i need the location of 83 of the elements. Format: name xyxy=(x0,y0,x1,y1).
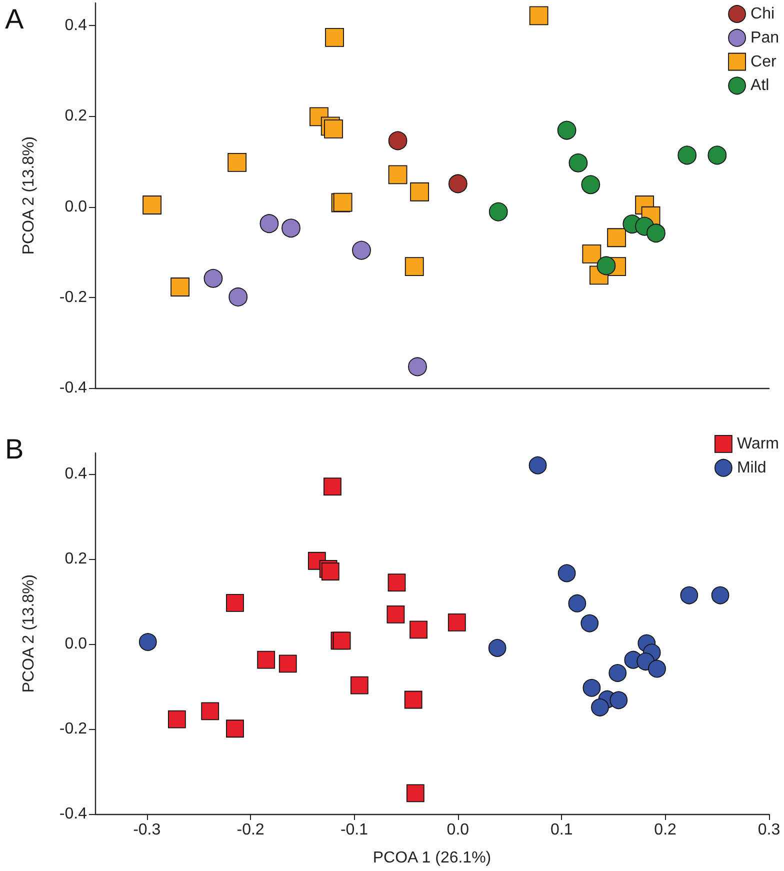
legend-label: Chi xyxy=(750,5,775,22)
point xyxy=(257,650,276,669)
point xyxy=(581,175,600,194)
x-tick-label: 0.2 xyxy=(654,822,677,838)
point xyxy=(350,676,368,694)
x-tick-label: -0.2 xyxy=(236,822,264,838)
point xyxy=(610,691,628,710)
point xyxy=(596,256,616,276)
x-tick-label: 0.3 xyxy=(758,822,780,838)
point xyxy=(410,620,428,639)
x-tick-label: 0.0 xyxy=(446,822,470,838)
point xyxy=(282,218,300,238)
point xyxy=(321,562,340,580)
point xyxy=(324,119,343,138)
point xyxy=(568,594,586,612)
y-tick-label: 0.4 xyxy=(64,17,88,34)
legend-label: Atl xyxy=(750,77,770,94)
point xyxy=(410,182,430,202)
chart-title: A xyxy=(5,4,24,34)
point xyxy=(404,690,422,709)
point xyxy=(448,174,468,194)
x-tick-label: 0.1 xyxy=(550,822,573,838)
point xyxy=(607,228,626,248)
point xyxy=(138,633,157,651)
point xyxy=(228,152,247,172)
point xyxy=(278,654,297,673)
y-tick-label: 0.0 xyxy=(64,636,88,653)
point xyxy=(388,574,406,592)
point xyxy=(352,240,371,260)
point xyxy=(201,702,220,720)
point xyxy=(708,146,727,165)
chart-title: B xyxy=(5,434,24,464)
legend-label: Pan xyxy=(750,29,779,46)
point xyxy=(142,196,162,214)
legend-label: Warm xyxy=(736,435,779,452)
point xyxy=(582,244,602,264)
point xyxy=(404,257,424,276)
point xyxy=(170,278,190,296)
y-tick-label: 0.4 xyxy=(64,466,88,483)
point xyxy=(488,202,508,222)
point xyxy=(408,357,427,376)
point xyxy=(488,638,506,657)
point xyxy=(568,153,588,172)
y-axis-title: PCOA 2 (13.8%) xyxy=(20,574,38,693)
point xyxy=(580,614,599,632)
point xyxy=(204,268,223,288)
x-tick-label: -0.3 xyxy=(133,822,161,838)
point xyxy=(406,784,424,802)
point xyxy=(711,586,730,604)
legend-label: Cer xyxy=(750,53,777,70)
point xyxy=(388,131,408,150)
point xyxy=(226,720,244,738)
y-tick-label: -0.4 xyxy=(59,806,88,822)
point xyxy=(448,614,466,632)
point xyxy=(260,214,279,234)
point xyxy=(226,594,244,612)
point xyxy=(324,478,342,496)
x-tick-label: -0.1 xyxy=(340,822,368,838)
point xyxy=(386,605,405,624)
point xyxy=(678,146,697,165)
point xyxy=(325,28,344,47)
y-tick-label: -0.2 xyxy=(59,288,88,306)
y-tick-label: 0.2 xyxy=(64,108,88,125)
point xyxy=(591,698,609,716)
point xyxy=(168,710,186,728)
point xyxy=(680,586,698,604)
y-tick-label: 0.0 xyxy=(64,198,88,216)
point xyxy=(646,224,666,243)
point xyxy=(582,678,601,697)
point xyxy=(558,564,576,582)
point xyxy=(529,6,548,26)
point xyxy=(228,288,248,306)
point xyxy=(648,660,666,678)
point xyxy=(528,456,547,474)
y-tick-label: -0.2 xyxy=(59,720,88,738)
x-axis-title: PCOA 1 (26.1%) xyxy=(372,850,492,866)
point xyxy=(608,664,627,682)
y-tick-label: 0.2 xyxy=(64,550,88,568)
point xyxy=(388,165,408,184)
legend-label: Mild xyxy=(736,459,766,476)
point xyxy=(557,120,576,140)
y-tick-label: -0.4 xyxy=(59,380,88,396)
y-axis-title: PCOA 2 (13.8%) xyxy=(20,136,38,255)
